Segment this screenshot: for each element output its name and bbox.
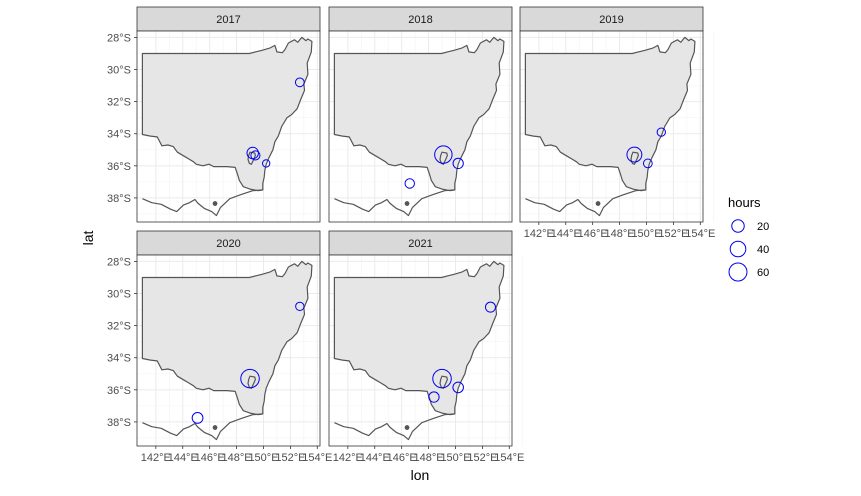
y-tick-label: 36°S (107, 161, 131, 173)
territory-outline-act (439, 151, 449, 165)
data-point (294, 77, 305, 88)
x-tick-label: 146°E (195, 452, 225, 464)
x-tick-label: 148°E (414, 452, 444, 464)
y-tick-label: 30°S (107, 65, 131, 77)
x-tick-label: 154°E (302, 452, 332, 464)
facet-strip (328, 6, 513, 32)
x-axis-title: lon (411, 467, 430, 483)
legend-key-circle (731, 219, 745, 233)
x-tick-label: 144°E (360, 452, 390, 464)
x-tick-label: 142°E (524, 228, 554, 240)
x-tick-label: 148°E (605, 228, 635, 240)
facet-panel-2021: 2021 (328, 230, 524, 447)
facet-panel-2019: 2019 (519, 6, 715, 223)
y-tick-label: 34°S (107, 353, 131, 365)
x-tick-label: 142°E (333, 452, 363, 464)
x-tick-label: 144°E (168, 452, 198, 464)
y-tick-label: 28°S (107, 256, 131, 268)
y-tick-label: 28°S (107, 32, 131, 44)
y-tick-label: 30°S (107, 289, 131, 301)
data-point (656, 127, 666, 137)
y-tick-label: 34°S (107, 129, 131, 141)
y-tick-label: 38°S (107, 193, 131, 205)
panel-border (519, 30, 704, 223)
y-tick-label: 32°S (107, 97, 131, 109)
map-island-marker (212, 425, 218, 430)
x-tick-label: 154°E (685, 228, 715, 240)
state-outline-nsw (141, 36, 313, 192)
legend-key-label: 60 (757, 267, 769, 279)
map-island-marker (404, 201, 410, 206)
axes-layer: 28°S30°S32°S34°S36°S38°S142°E144°E146°E1… (107, 32, 715, 464)
panel-border (136, 254, 321, 447)
facet-strip-label: 2017 (216, 14, 240, 26)
state-outline-nsw (524, 36, 696, 192)
data-point (432, 368, 452, 389)
coast-outline-vic (334, 413, 455, 441)
data-point (404, 178, 415, 189)
legend-key-label: 40 (757, 244, 769, 256)
legend-key-label: 20 (757, 221, 769, 233)
x-tick-label: 146°E (387, 452, 417, 464)
facet-strip-label: 2021 (408, 238, 432, 250)
legend-key-circle (728, 262, 748, 282)
x-tick-label: 152°E (467, 452, 497, 464)
data-point (191, 412, 204, 424)
data-point (626, 146, 643, 163)
size-legend: hours 20 40 60 (728, 195, 769, 282)
x-tick-label: 154°E (494, 452, 524, 464)
data-point (428, 391, 440, 403)
coast-outline-vic (142, 413, 263, 441)
state-outline-nsw (333, 260, 505, 416)
data-point (295, 301, 305, 312)
facet-strip (136, 6, 321, 32)
x-tick-label: 146°E (578, 228, 608, 240)
panels-layer: 2017 2018 2019 2020 2021 (136, 6, 715, 447)
data-point (642, 158, 653, 169)
y-axis-title: lat (80, 231, 96, 246)
x-tick-label: 150°E (248, 452, 278, 464)
legend-key-circle (729, 240, 747, 258)
coast-outline-vic (525, 189, 646, 217)
facet-strip-label: 2020 (216, 238, 240, 250)
facet-panel-2018: 2018 (328, 6, 524, 223)
facet-panel-2020: 2020 (136, 230, 332, 447)
map-island-marker (595, 201, 601, 206)
data-point (484, 301, 496, 313)
territory-outline-act (630, 151, 640, 165)
y-tick-label: 38°S (107, 417, 131, 429)
x-tick-label: 152°E (275, 452, 305, 464)
facet-strip-label: 2018 (408, 14, 432, 26)
y-tick-label: 36°S (107, 385, 131, 397)
panel-border (328, 254, 513, 447)
data-point (240, 368, 260, 389)
x-tick-label: 150°E (631, 228, 661, 240)
coast-outline-vic (334, 189, 455, 217)
state-outline-nsw (141, 260, 313, 416)
y-tick-label: 32°S (107, 321, 131, 333)
facet-panel-2017: 2017 (136, 6, 332, 223)
data-point (261, 159, 271, 168)
facet-strip (136, 230, 321, 256)
data-point (434, 145, 453, 164)
state-outline-nsw (333, 36, 505, 192)
x-tick-label: 150°E (440, 452, 470, 464)
x-tick-label: 148°E (222, 452, 252, 464)
facet-strip-label: 2019 (599, 14, 623, 26)
data-point (452, 157, 464, 170)
map-island-marker (212, 201, 218, 206)
panel-border (328, 30, 513, 223)
x-tick-label: 144°E (551, 228, 581, 240)
data-point (250, 150, 261, 161)
data-point (452, 381, 464, 394)
panel-border (136, 30, 321, 223)
x-tick-label: 152°E (658, 228, 688, 240)
coast-outline-vic (142, 189, 263, 217)
legend-title: hours (728, 195, 761, 210)
map-island-marker (404, 425, 410, 430)
x-tick-label: 142°E (141, 452, 171, 464)
